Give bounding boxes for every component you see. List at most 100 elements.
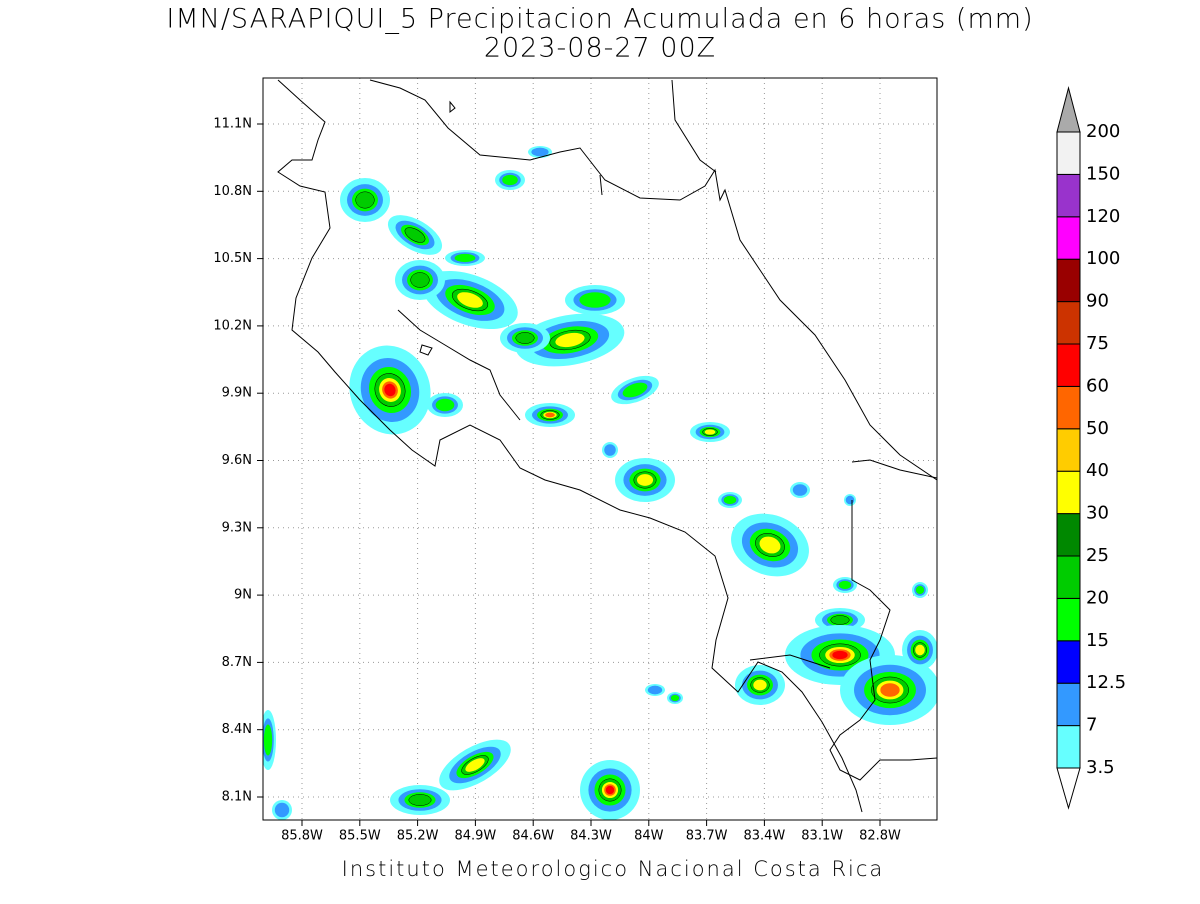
coastline — [277, 79, 863, 813]
colorbar-label: 12.5 — [1086, 672, 1126, 693]
rain-cell — [502, 174, 518, 186]
colorbar-box — [1056, 131, 1081, 175]
rain-cell — [830, 615, 850, 625]
lat-tick-label: 11.1N — [213, 117, 252, 132]
colorbar-box — [1056, 385, 1081, 430]
colorbar-box — [1056, 343, 1081, 387]
lat-tick-label: 8.4N — [222, 722, 252, 737]
colorbar-box — [1056, 216, 1081, 260]
colorbar-label: 15 — [1086, 630, 1109, 651]
colorbar-box — [1056, 725, 1081, 769]
rain-cell — [753, 679, 767, 691]
colorbar-label: 50 — [1086, 418, 1109, 439]
rain-cell — [832, 650, 848, 660]
rain-cell — [915, 585, 925, 595]
colorbar-box — [1056, 682, 1081, 727]
rain-cell — [723, 495, 737, 505]
grid — [263, 78, 937, 820]
rain-cell — [404, 227, 426, 243]
colorbar-label: 100 — [1086, 248, 1120, 269]
colorbar-box — [1056, 640, 1081, 684]
lon-tick-label: 83.7W — [686, 829, 728, 844]
rain-cell — [384, 383, 396, 397]
colorbar-box — [1056, 258, 1081, 303]
rain-cell — [579, 292, 611, 308]
title: IMN/SARAPIQUI_5 Precipitacion Acumulada … — [166, 4, 1033, 35]
colorbar-label: 75 — [1086, 333, 1109, 354]
colorbar-box — [1056, 513, 1081, 557]
lon-tick-label: 84.3W — [570, 829, 612, 844]
rain-cell — [838, 580, 852, 590]
subtitle: 2023-08-27 00Z — [484, 33, 716, 64]
lon-tick-label: 85.2W — [397, 829, 439, 844]
lat-tick-label: 8.1N — [222, 790, 252, 805]
colorbar-under — [1056, 767, 1081, 810]
lat-tick-label: 10.5N — [213, 251, 252, 266]
colorbar-box — [1056, 470, 1081, 515]
rain-cell — [545, 412, 555, 418]
rain-cell — [604, 444, 616, 456]
colorbar-label: 40 — [1086, 460, 1109, 481]
coastlines — [277, 79, 937, 813]
lat-tick-label: 9.9N — [222, 386, 252, 401]
rain-cell — [515, 332, 535, 344]
rain-cell — [647, 685, 663, 695]
lon-tick-label: 85.5W — [339, 829, 381, 844]
colorbar-label: 150 — [1086, 163, 1120, 184]
rain-cell — [274, 802, 290, 818]
rain-cell — [263, 724, 273, 756]
colorbar-box — [1056, 173, 1081, 218]
lon-tick-label: 85.8W — [281, 829, 323, 844]
rain-cell — [531, 147, 549, 157]
rain-cell — [454, 253, 476, 263]
rain-cell — [759, 536, 781, 554]
rain-cell — [457, 292, 483, 308]
lat-tick-label: 9.3N — [222, 520, 252, 535]
colorbar-box — [1056, 555, 1081, 599]
ticks: 85.8W 85.5W 85.2W 84.9W 84.6W 84.3W 84W 83.7W 83… — [213, 117, 901, 844]
rain-cell — [670, 694, 680, 702]
colorbar-box — [1056, 428, 1081, 472]
colorbar-label: 25 — [1086, 545, 1109, 566]
coastline — [397, 309, 521, 421]
rain-cell — [915, 644, 925, 656]
lat-tick-label: 9.6N — [222, 453, 252, 468]
lat-tick-label: 10.8N — [213, 184, 252, 199]
colorbar-label: 7 — [1086, 715, 1097, 736]
colorbar: 3.5 7 12.5 15 20 25 30 40 50 60 75 90 100 120 150 200 — [1056, 86, 1126, 810]
colorbar-label: 30 — [1086, 503, 1109, 524]
rain-cell — [636, 474, 654, 486]
rain-cell — [555, 332, 585, 348]
footer: Instituto Meteorologico Nacional Costa R… — [342, 857, 885, 881]
lat-tick-label: 9N — [234, 588, 252, 603]
lon-tick-label: 84.6W — [512, 829, 554, 844]
border — [599, 79, 937, 781]
rain-cell — [435, 398, 455, 412]
lat-tick-label: 10.2N — [213, 318, 252, 333]
lat-tick-label: 8.7N — [222, 655, 252, 670]
precipitation — [263, 146, 937, 820]
rain-cell — [408, 794, 432, 806]
rain-cell — [880, 683, 900, 697]
lon-tick-label: 84W — [634, 829, 664, 844]
lon-tick-label: 83.4W — [743, 829, 785, 844]
island — [419, 100, 456, 356]
rain-cell — [845, 495, 855, 505]
colorbar-label: 60 — [1086, 375, 1109, 396]
rain-cell — [605, 785, 615, 795]
rain-cell — [465, 758, 485, 772]
colorbar-label: 200 — [1086, 121, 1120, 142]
colorbar-label: 120 — [1086, 206, 1120, 227]
map-frame — [262, 77, 938, 821]
lon-tick-label: 84.9W — [454, 829, 496, 844]
rain-cell — [622, 382, 648, 398]
rain-cell — [355, 191, 375, 209]
colorbar-over — [1056, 86, 1081, 133]
colorbar-box — [1056, 597, 1081, 642]
lon-tick-label: 83.1W — [801, 829, 843, 844]
colorbar-label: 20 — [1086, 587, 1109, 608]
colorbar-label: 90 — [1086, 291, 1109, 312]
lon-tick-label: 82.8W — [859, 829, 901, 844]
rain-cell — [704, 429, 716, 435]
